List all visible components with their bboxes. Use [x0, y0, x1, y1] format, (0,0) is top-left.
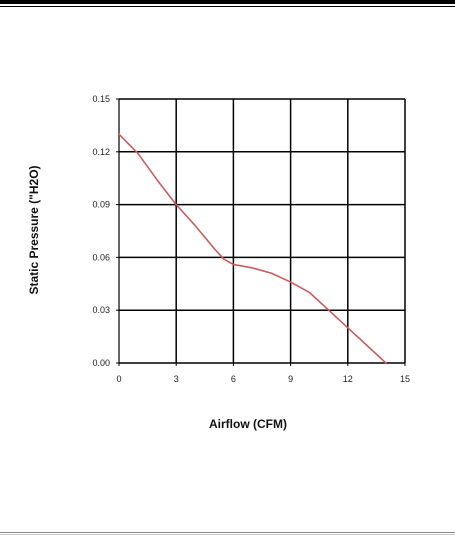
y-tick-label-1: 0.03 [92, 305, 110, 315]
y-tick-label-2: 0.06 [92, 252, 110, 262]
y-tick-label-5: 0.15 [92, 94, 110, 104]
y-tick-labels: 0.00 0.03 0.06 0.09 0.12 0.15 [92, 94, 110, 368]
y-axis-title: Static Pressure ("H2O) [27, 165, 41, 294]
y-tick-label-0: 0.00 [92, 358, 110, 368]
series-line-0 [118, 133, 387, 364]
bottom-border [0, 532, 455, 533]
top-border-thin [0, 6, 455, 7]
chart-series [118, 133, 387, 364]
plot-area [119, 99, 405, 363]
x-tick-label-4: 12 [343, 374, 353, 384]
top-border-thick [0, 0, 455, 4]
x-tick-label-1: 3 [174, 374, 179, 384]
y-tick-label-4: 0.12 [92, 147, 110, 157]
x-tick-labels: 0 3 6 9 12 15 [116, 374, 410, 384]
x-tick-label-5: 15 [400, 374, 410, 384]
x-axis-title: Airflow (CFM) [209, 417, 287, 431]
chart-grid [116, 98, 406, 366]
x-tick-label-0: 0 [116, 374, 121, 384]
y-tick-label-3: 0.09 [92, 200, 110, 210]
x-tick-label-2: 6 [231, 374, 236, 384]
bottom-border-shadow [0, 534, 455, 535]
plot-background [119, 99, 405, 363]
x-tick-label-3: 9 [288, 374, 293, 384]
